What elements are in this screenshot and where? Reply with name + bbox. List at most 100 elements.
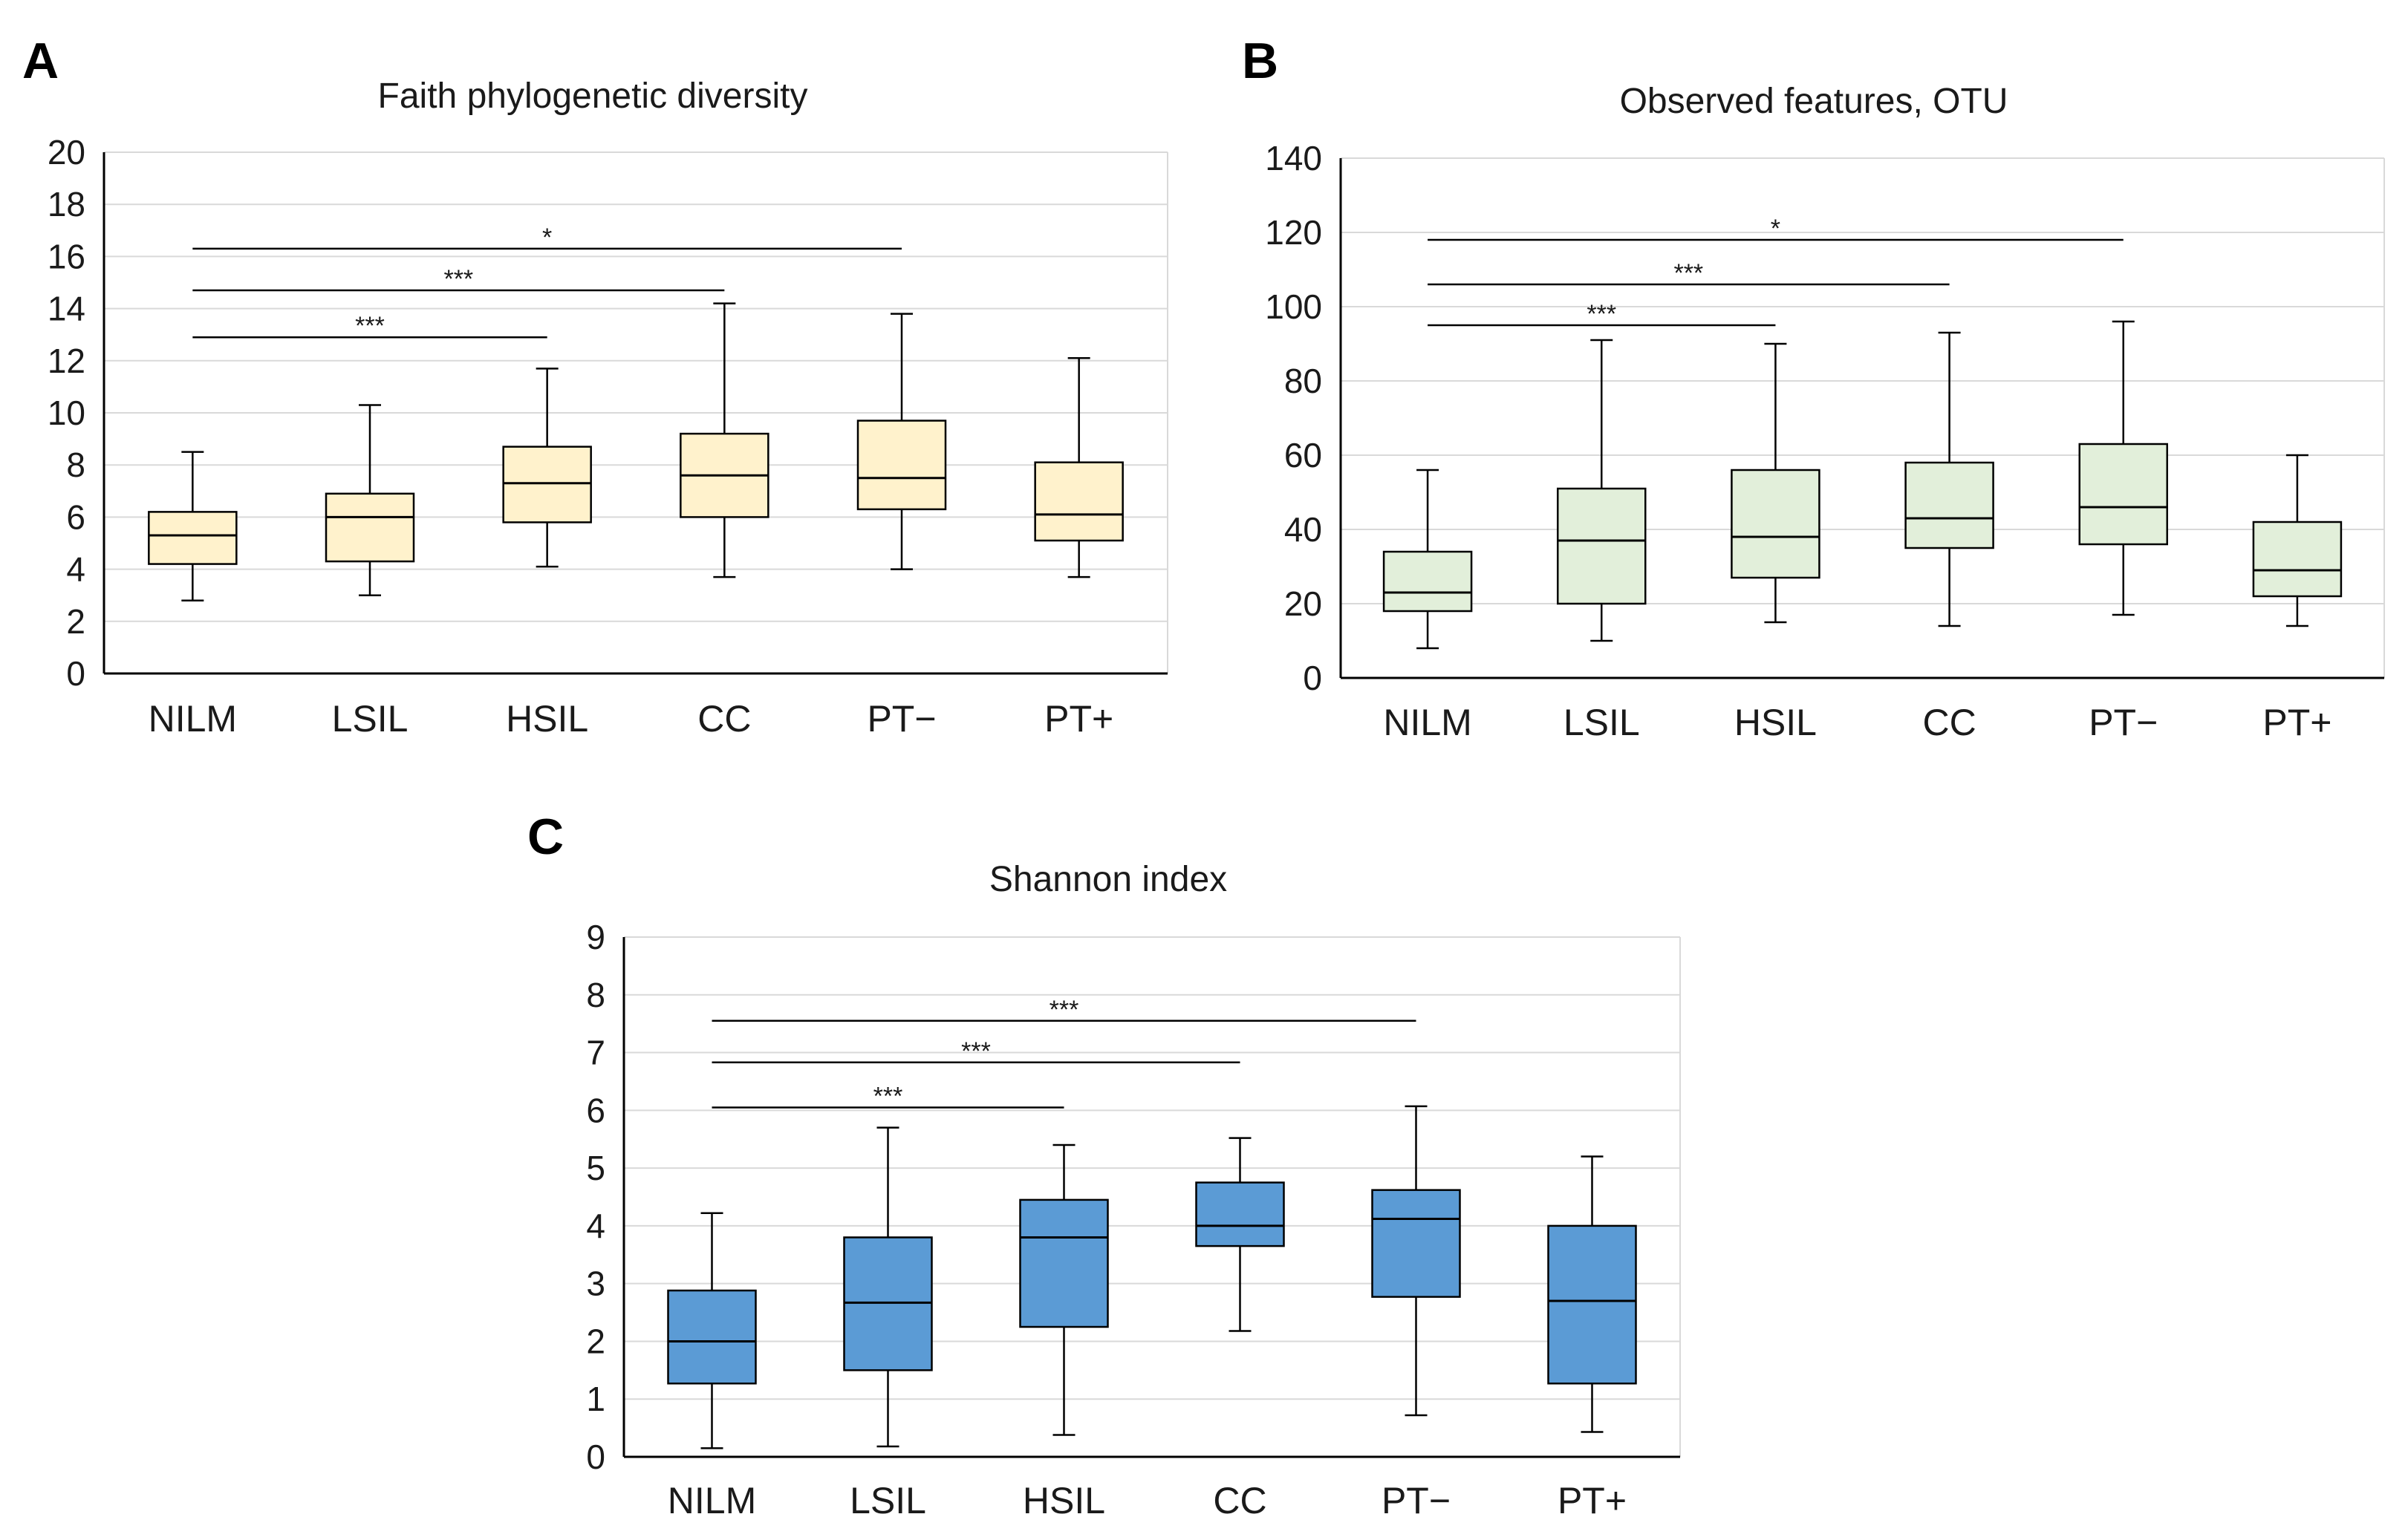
iqr-box [1034,461,1124,542]
iqr-box [1557,487,1647,605]
chart-title-c: Shannon index [989,860,1227,899]
y-tick-label-c: 3 [586,1265,605,1303]
box-b-PT+ [2252,454,2343,627]
y-tick-label-b: 40 [1284,510,1322,549]
y-tick-label-b: 120 [1265,213,1322,252]
box-c-LSIL [843,1126,933,1448]
iqr-box [325,492,415,563]
y-tick-label-a: 20 [48,133,85,172]
significance-label-c: *** [873,1082,903,1110]
y-tick-label-a: 8 [66,446,85,484]
x-tick-label-c: HSIL [1023,1480,1105,1521]
significance-label-a: * [542,224,552,252]
y-tick-label-c: 4 [586,1207,605,1245]
box-b-LSIL [1557,339,1647,642]
y-tick-label-b: 20 [1284,584,1322,623]
x-tick-label-c: LSIL [850,1480,926,1521]
x-tick-label-a: HSIL [506,698,588,740]
x-tick-label-b: CC [1922,702,1976,743]
box-b-HSIL [1731,342,1820,624]
panel-letter-c: C [527,809,564,865]
y-tick-label-a: 16 [48,237,85,275]
box-b-PT− [2078,320,2168,616]
box-a-PT− [856,313,947,570]
iqr-box [843,1236,933,1371]
y-tick-label-a: 10 [48,394,85,432]
x-tick-label-b: NILM [1383,702,1471,743]
significance-label-c: *** [961,1037,991,1066]
box-a-HSIL [502,368,592,568]
iqr-box [667,1289,757,1385]
x-tick-label-a: CC [697,698,751,740]
box-c-HSIL [1019,1143,1109,1436]
y-tick-label-b: 100 [1265,287,1322,326]
y-tick-label-c: 6 [586,1091,605,1129]
box-a-CC [680,302,769,578]
y-tick-label-c: 2 [586,1322,605,1360]
box-a-NILM [148,451,238,601]
box-a-PT+ [1034,357,1124,578]
y-tick-label-a: 2 [66,602,85,641]
y-tick-label-a: 6 [66,497,85,536]
iqr-box [1547,1224,1637,1385]
x-tick-label-c: PT+ [1558,1480,1627,1521]
iqr-box [1731,469,1820,579]
x-tick-label-a: NILM [149,698,237,740]
x-tick-label-b: HSIL [1734,702,1817,743]
y-tick-label-c: 0 [586,1438,605,1476]
y-tick-label-c: 8 [586,976,605,1014]
y-tick-label-a: 4 [66,550,85,589]
y-tick-label-c: 1 [586,1380,605,1418]
iqr-box [502,446,592,523]
y-tick-label-a: 0 [66,654,85,693]
box-c-PT+ [1547,1155,1637,1433]
y-tick-label-c: 5 [586,1149,605,1187]
significance-label-c: *** [1050,996,1079,1024]
panel-letter-b: B [1242,33,1278,89]
y-tick-label-a: 18 [48,185,85,224]
box-c-CC [1195,1137,1285,1332]
x-tick-label-c: PT− [1382,1480,1451,1521]
box-a-LSIL [325,404,415,596]
iqr-box [1904,461,1994,549]
chart-title-a: Faith phylogenetic diversity [378,76,808,116]
x-tick-label-b: PT− [2089,702,2158,743]
plot-area-c: 0 1 2 3 4 5 6 7 8 9 NILM LSIL HSIL CC PT− PT+ *** *** *** [586,918,1681,1521]
panel-letter-a: A [22,33,59,89]
iqr-box [1371,1189,1461,1298]
chart-title-b: Observed features, OTU [1620,82,2008,121]
y-tick-label-b: 80 [1284,362,1322,400]
y-tick-label-c: 7 [586,1034,605,1072]
significance-label-a: *** [443,265,473,293]
iqr-box [148,511,238,565]
panel-c: C Shannon index 0 1 2 3 4 5 6 7 8 9 NILM LSIL HSIL CC… [527,809,1681,1521]
iqr-box [856,420,947,511]
iqr-box [1382,550,1473,613]
box-b-CC [1904,331,1994,627]
panel-a: A Faith phylogenetic diversity 0 2 4 6 8 10 12… [22,33,1168,740]
iqr-box [1019,1198,1109,1328]
x-tick-label-c: NILM [668,1480,756,1521]
x-tick-label-a: PT+ [1044,698,1113,740]
significance-label-a: *** [355,312,385,340]
y-tick-label-b: 0 [1303,659,1322,697]
iqr-box [2078,443,2168,546]
box-b-NILM [1382,469,1473,650]
x-tick-label-a: PT− [867,698,936,740]
y-tick-label-a: 12 [48,342,85,380]
x-tick-label-b: PT+ [2262,702,2331,743]
significance-label-b: * [1771,215,1780,243]
iqr-box [2252,521,2343,598]
iqr-box [1195,1181,1285,1247]
significance-label-b: *** [1673,259,1703,287]
significance-label-b: *** [1587,300,1616,328]
x-tick-label-b: LSIL [1563,702,1640,743]
box-c-NILM [667,1212,757,1449]
y-tick-label-b: 140 [1265,139,1322,177]
y-tick-label-c: 9 [586,918,605,956]
box-c-PT− [1371,1105,1461,1417]
y-tick-label-b: 60 [1284,436,1322,474]
